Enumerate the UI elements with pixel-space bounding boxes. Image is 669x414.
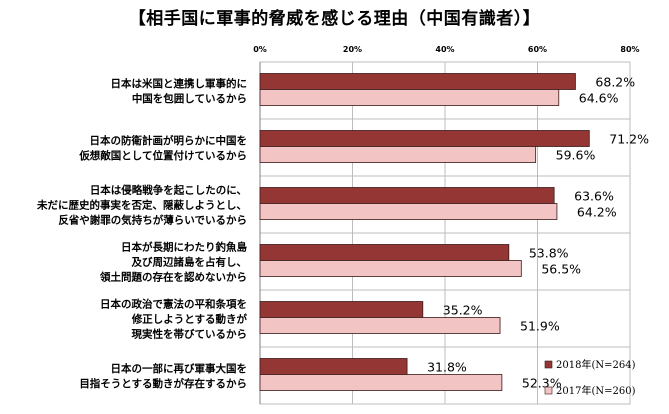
bar-2018 — [259, 187, 555, 204]
x-tick-label: 20% — [343, 45, 362, 54]
data-label: 63.6% — [574, 189, 614, 204]
legend-swatch — [544, 386, 553, 395]
bar-2017 — [259, 260, 522, 277]
x-tick-label: 60% — [528, 45, 547, 54]
bar-2018 — [259, 130, 590, 147]
category-label: 日本の政治で憲法の平和条項を — [100, 298, 247, 311]
bar-2017 — [259, 146, 537, 163]
legend-label: 2018年(N=264) — [556, 358, 636, 371]
bar-2017 — [259, 374, 503, 391]
bar-2017 — [259, 317, 501, 334]
bar-2018 — [259, 358, 408, 375]
category-label: 日本は米国と連携し軍事的に — [111, 77, 248, 90]
x-tick-label: 40% — [435, 45, 454, 54]
category-label: 目指そうとする動きが存在するから — [79, 377, 247, 390]
category-label: 領土問題の存在を認めないから — [99, 271, 247, 284]
data-label: 56.5% — [541, 262, 581, 277]
data-label: 64.6% — [579, 91, 619, 106]
bar-2018 — [259, 73, 576, 90]
legend-swatch — [544, 360, 553, 369]
bar-2018 — [259, 244, 510, 261]
data-label: 64.2% — [577, 205, 617, 220]
category-label: 日本は侵略戦争を起こしたのに、 — [90, 184, 247, 197]
data-label: 59.6% — [556, 148, 596, 163]
category-label: 日本の防衛計画が明らかに中国を — [90, 134, 248, 147]
category-label: 現実性を帯びているから — [132, 328, 248, 341]
category-label: 及び周辺諸島を占有し、 — [132, 256, 248, 269]
data-label: 53.8% — [529, 246, 569, 261]
x-tick-label: 0% — [253, 45, 267, 54]
category-label: 反省や謝罪の気持ちが薄らいでいるから — [58, 214, 247, 227]
category-label: 修正しようとする動きが — [131, 313, 248, 326]
data-label: 71.2% — [609, 132, 649, 147]
data-label: 31.8% — [427, 360, 467, 375]
data-label: 68.2% — [595, 75, 635, 90]
chart-title: 【相手国に軍事的脅威を感じる理由（中国有識者）】 — [128, 9, 541, 29]
category-label: 日本の一部に再び軍事大国を — [111, 362, 248, 375]
bar-2018 — [259, 301, 424, 318]
category-label: 仮想敵国として位置付けているから — [78, 149, 247, 162]
category-label: 未だに歴史的事実を否定、隠蔽しようとし、 — [36, 199, 247, 212]
category-label: 中国を包囲しているから — [132, 92, 247, 105]
data-label: 35.2% — [443, 303, 483, 318]
category-label: 日本が長期にわたり釣魚島 — [121, 241, 247, 254]
legend-label: 2017年(N=260) — [556, 384, 636, 397]
data-label: 51.9% — [520, 319, 560, 334]
bar-2017 — [259, 89, 560, 106]
bar-2017 — [259, 203, 558, 220]
x-tick-label: 80% — [620, 45, 639, 54]
